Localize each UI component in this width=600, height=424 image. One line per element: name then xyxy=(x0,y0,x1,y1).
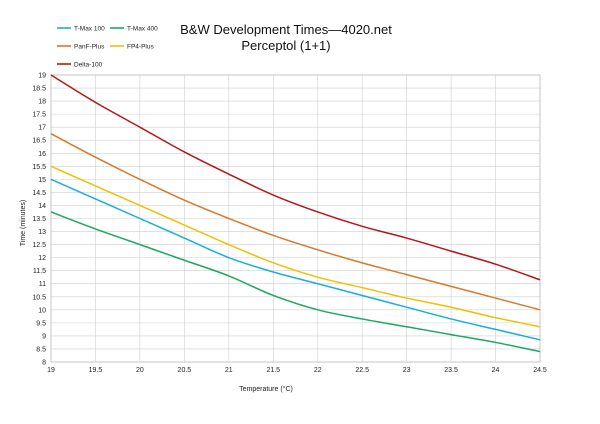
x-tick-label: 21.5 xyxy=(266,367,280,374)
legend-label: T-Max 400 xyxy=(127,25,158,32)
x-tick-label: 21 xyxy=(225,367,233,374)
legend-label: FP4-Plus xyxy=(127,43,154,50)
y-tick-label: 14 xyxy=(38,203,46,210)
y-tick-label: 18.5 xyxy=(32,86,46,93)
y-tick-label: 17.5 xyxy=(32,112,46,119)
chart-title: B&W Development Times—4020.net xyxy=(180,22,392,37)
y-tick-label: 18 xyxy=(38,99,46,106)
x-tick-label: 19 xyxy=(47,367,55,374)
y-tick-label: 13 xyxy=(38,229,46,236)
y-tick-label: 11.5 xyxy=(33,268,46,275)
x-tick-label: 24.5 xyxy=(533,367,547,374)
y-tick-label: 16 xyxy=(38,151,46,158)
legend-label: T-Max 100 xyxy=(74,25,105,32)
legend-label: Delta-100 xyxy=(74,61,103,68)
y-tick-label: 17 xyxy=(38,125,46,132)
x-axis-ticks: 19 19.5 20 20.5 21 21.5 22 22.5 23 23.5 24 24.5 xyxy=(47,367,547,374)
y-tick-label: 9 xyxy=(42,333,46,340)
y-tick-label: 8.5 xyxy=(36,346,46,353)
y-tick-label: 16.5 xyxy=(32,138,46,145)
y-tick-label: 15.5 xyxy=(32,164,46,171)
x-axis-label: Temperature (°C) xyxy=(239,385,293,393)
y-axis-ticks: 8 8.5 9 9.5 10 10.5 11 11.5 12 12.5 13 13.5 14 14.5 15… xyxy=(32,73,46,367)
x-tick-label: 22.5 xyxy=(355,367,369,374)
y-axis-label: Time (minutes) xyxy=(20,200,27,246)
series-line-t-max-400 xyxy=(50,211,541,353)
x-tick-label: 23 xyxy=(403,367,411,374)
x-tick-label: 19.5 xyxy=(89,367,103,374)
y-tick-label: 9.5 xyxy=(36,320,46,327)
x-tick-label: 22 xyxy=(314,367,322,374)
x-tick-label: 20.5 xyxy=(178,367,192,374)
y-tick-label: 10 xyxy=(38,307,46,314)
y-tick-label: 19 xyxy=(38,73,46,80)
y-tick-label: 13.5 xyxy=(32,216,46,223)
series-line-panf-plus xyxy=(50,133,541,311)
grid xyxy=(50,74,541,363)
y-tick-label: 12 xyxy=(38,255,46,262)
series-line-fp4-plus xyxy=(50,165,541,328)
plot-frame xyxy=(50,74,541,363)
series-line-delta-100 xyxy=(50,74,541,281)
x-tick-label: 24 xyxy=(492,367,500,374)
y-tick-label: 12.5 xyxy=(32,242,46,249)
series-group xyxy=(50,74,541,353)
y-tick-label: 15 xyxy=(38,177,46,184)
y-tick-label: 10.5 xyxy=(32,294,46,301)
y-tick-label: 11 xyxy=(39,281,46,288)
x-tick-label: 23.5 xyxy=(444,367,458,374)
legend-label: PanF-Plus xyxy=(74,43,105,50)
legend: T-Max 100 T-Max 400 PanF-Plus FP4-Plus Delta… xyxy=(57,25,158,68)
y-tick-label: 14.5 xyxy=(32,190,46,197)
x-tick-label: 20 xyxy=(136,367,144,374)
chart-subtitle: Perceptol (1+1) xyxy=(241,38,330,53)
y-tick-label: 8 xyxy=(42,360,46,367)
series-line-t-max-100 xyxy=(50,178,541,341)
